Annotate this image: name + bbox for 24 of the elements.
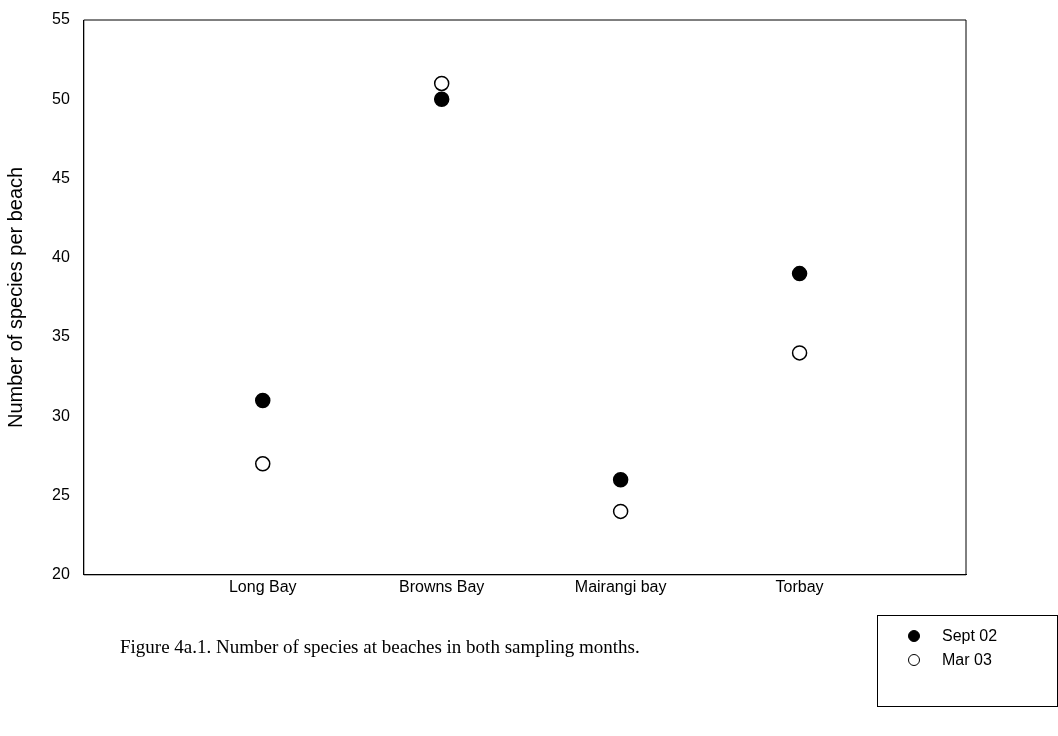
y-tick-label: 40 (52, 248, 70, 266)
point (612, 471, 629, 488)
x-tick-label: Long Bay (228, 577, 297, 595)
legend-label: Mar 03 (942, 651, 992, 669)
point (791, 345, 808, 361)
point (433, 91, 450, 108)
x-tick-label: Browns Bay (399, 577, 485, 595)
y-tick-label: 25 (52, 485, 70, 503)
point (791, 265, 808, 282)
legend-label: Sept 02 (942, 627, 998, 645)
point (433, 75, 450, 92)
y-tick-label: 45 (52, 168, 70, 186)
point (254, 456, 271, 472)
y-axis-title: Number of species per beach (3, 166, 26, 429)
x-tick-label: Torbay (775, 577, 824, 595)
point (612, 503, 629, 520)
y-tick-label: 50 (52, 89, 70, 107)
y-tick-label: 55 (52, 10, 70, 28)
y-tick-label: 35 (52, 327, 70, 345)
x-tick-label: Mairangi bay (574, 577, 667, 595)
point (254, 392, 271, 409)
y-tick-label: 20 (52, 565, 70, 583)
y-tick-label: 30 (52, 406, 70, 424)
caption: Figure 4a.1. Number of species at beaches in both sampling months. (120, 636, 640, 658)
